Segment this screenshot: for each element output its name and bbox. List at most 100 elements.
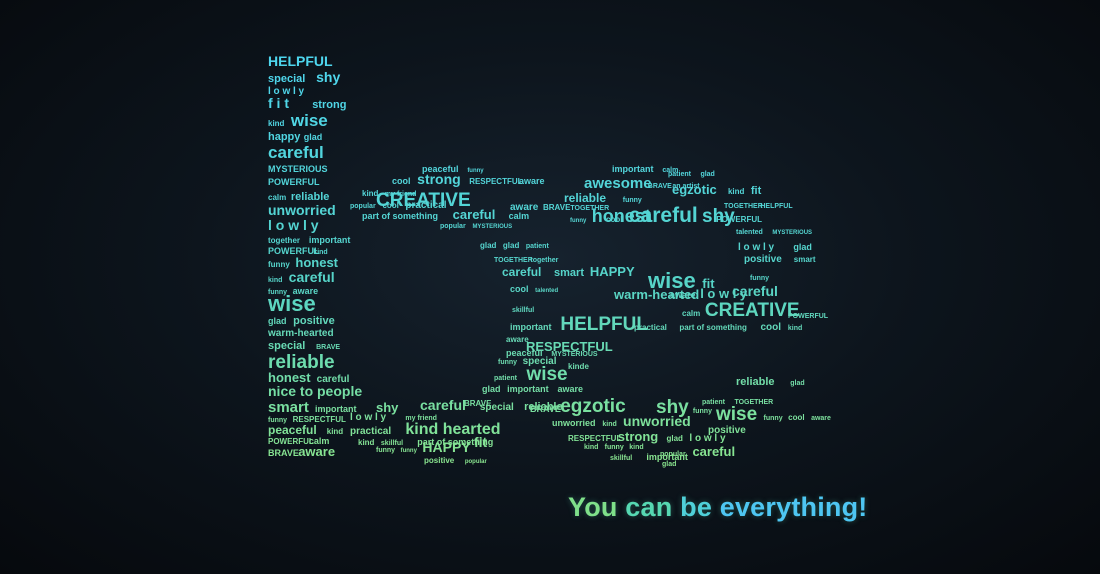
cloud-word: careful — [317, 374, 350, 385]
cloud-word: shy — [656, 397, 689, 418]
cloud-word: careful — [629, 204, 698, 227]
cloud-word: fit — [702, 276, 715, 291]
cloud-word: careful — [268, 143, 324, 162]
cloud-word: f i t — [268, 95, 289, 111]
cloud-word: strong — [417, 171, 461, 187]
cloud-word: RESPECTFUL — [293, 415, 346, 424]
cloud-word: BRAVE — [648, 183, 672, 190]
cloud-word: funny — [570, 218, 587, 224]
cloud-word: smart — [794, 255, 816, 264]
cloud-word: cool — [392, 176, 411, 186]
cloud-word: cool — [788, 413, 804, 422]
cloud-word: HAPPY — [590, 264, 635, 279]
cloud-word: patient — [668, 171, 692, 178]
cloud-word: kind — [358, 438, 375, 447]
cloud-word: positive — [293, 315, 335, 327]
letter-b-bowl: peaceful funny cool strong RESPECTFUL aware ki… — [350, 164, 699, 465]
cloud-word: BRAVE — [543, 203, 571, 212]
cloud-word: together — [530, 257, 558, 264]
cloud-word: RESPECTFUL — [469, 177, 522, 186]
cloud-word: talented — [535, 288, 558, 294]
cloud-word: kind — [629, 444, 643, 451]
cloud-word: TOGETHER — [494, 257, 533, 264]
cloud-word: strong — [618, 429, 659, 444]
cloud-word: reliable — [524, 401, 563, 413]
cloud-word: careful — [692, 444, 735, 459]
cloud-word: special — [268, 340, 305, 352]
cloud-word: positive — [744, 254, 782, 265]
cloud-word: popular — [350, 203, 376, 210]
cloud-word: popular — [440, 223, 466, 230]
cloud-word: positive — [708, 425, 746, 436]
cloud-word: egzotic — [560, 396, 626, 417]
cloud-word: reliable — [564, 191, 606, 205]
cloud-word: cool — [760, 322, 781, 333]
cloud-word: funny — [750, 275, 769, 282]
cloud-word: MYSTERIOUS — [472, 224, 512, 230]
cloud-word: funny — [268, 417, 287, 424]
cloud-word: awesome — [584, 175, 652, 192]
cloud-word: HAPPY — [422, 439, 471, 455]
cloud-word: unworried — [623, 413, 691, 429]
cloud-word: honest — [268, 370, 311, 385]
cloud-word: aware — [510, 202, 539, 213]
cloud-word: calm — [509, 211, 530, 221]
cloud-word: BRAVE — [530, 404, 561, 414]
cloud-word: aware — [670, 290, 696, 300]
cloud-word: l o w l y — [738, 242, 775, 253]
cloud-word: POWERFUL — [268, 177, 320, 187]
cloud-word: kind — [268, 277, 282, 284]
cloud-word: practical — [350, 426, 391, 437]
tagline-word: everything! — [719, 492, 868, 522]
cloud-word: l o w l y — [350, 412, 387, 423]
cloud-word: kind — [602, 421, 616, 428]
cloud-word: reliable — [268, 352, 335, 373]
cloud-word: shy — [376, 400, 399, 415]
cloud-word: aware — [298, 444, 335, 459]
cloud-word: important — [315, 404, 357, 414]
cloud-word: part of something — [679, 323, 747, 332]
cloud-word: l o w l y — [689, 433, 726, 444]
cloud-word: BRAVE — [268, 448, 299, 458]
cloud-word: calm — [662, 167, 678, 174]
cloud-word: practical — [405, 200, 446, 211]
cloud-word: special — [480, 402, 514, 413]
cloud-word: careful — [289, 269, 335, 285]
cloud-word: kind — [327, 427, 344, 436]
cloud-word: POWERFUL — [716, 215, 762, 224]
cloud-word: popular — [660, 451, 686, 458]
cloud-word: HELPFUL — [268, 53, 333, 69]
cloud-word: reliable — [736, 376, 775, 388]
cloud-word: egzotic — [672, 182, 717, 197]
cloud-word: peaceful — [506, 348, 543, 358]
cloud-word: kind hearted — [405, 421, 500, 438]
cloud-word: important — [612, 164, 654, 174]
cloud-word: an artist — [672, 183, 700, 190]
tagline-word: can — [625, 492, 673, 522]
cloud-word: unworried — [268, 202, 336, 218]
cloud-word: honest — [295, 255, 338, 270]
cloud-word: funny — [764, 415, 783, 422]
cloud-word: cool — [382, 201, 398, 210]
cloud-word: calm — [268, 193, 286, 202]
cloud-word: patient — [494, 375, 518, 382]
tagline: You can be everything! — [568, 492, 867, 523]
cloud-word: patient — [702, 399, 726, 406]
cloud-word: smart — [268, 399, 309, 416]
cloud-word: kind — [584, 444, 598, 451]
cloud-word: CREATIVE — [376, 190, 471, 211]
cloud-word: careful — [420, 397, 466, 413]
cloud-word: warm-hearted — [267, 328, 334, 339]
cloud-word: calm — [309, 436, 330, 446]
cloud-word: fit — [474, 434, 488, 450]
cloud-word: peaceful — [268, 423, 317, 437]
cloud-word: my friend — [385, 191, 417, 198]
cloud-word: wise — [267, 291, 316, 316]
cloud-word: smart — [554, 267, 584, 279]
cloud-word: kind — [728, 187, 745, 196]
cloud-word: aware — [293, 286, 319, 296]
cloud-word: skillful — [610, 455, 632, 462]
